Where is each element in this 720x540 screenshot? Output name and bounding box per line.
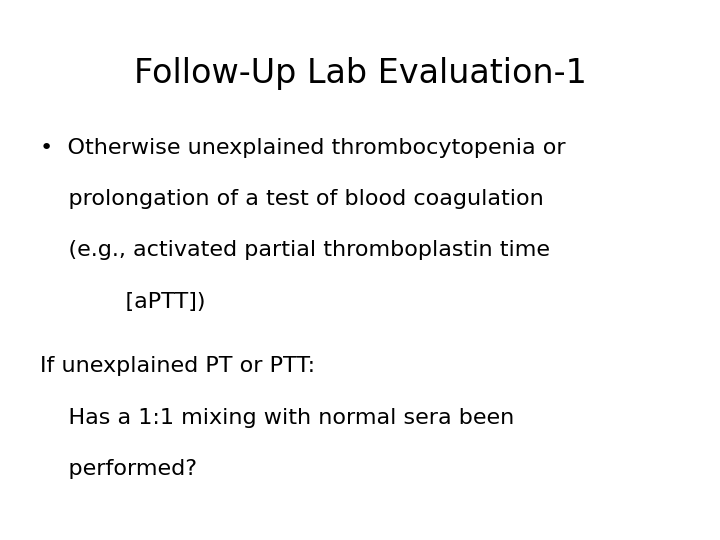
Text: prolongation of a test of blood coagulation: prolongation of a test of blood coagulat…	[40, 189, 544, 209]
Text: Has a 1:1 mixing with normal sera been: Has a 1:1 mixing with normal sera been	[40, 408, 514, 428]
Text: (e.g., activated partial thromboplastin time: (e.g., activated partial thromboplastin …	[40, 240, 549, 260]
Text: •  Otherwise unexplained thrombocytopenia or: • Otherwise unexplained thrombocytopenia…	[40, 138, 565, 158]
Text: [aPTT]): [aPTT])	[40, 292, 205, 312]
Text: If unexplained PT or PTT:: If unexplained PT or PTT:	[40, 356, 315, 376]
Text: Follow-Up Lab Evaluation-1: Follow-Up Lab Evaluation-1	[134, 57, 586, 90]
Text: performed?: performed?	[40, 459, 197, 479]
